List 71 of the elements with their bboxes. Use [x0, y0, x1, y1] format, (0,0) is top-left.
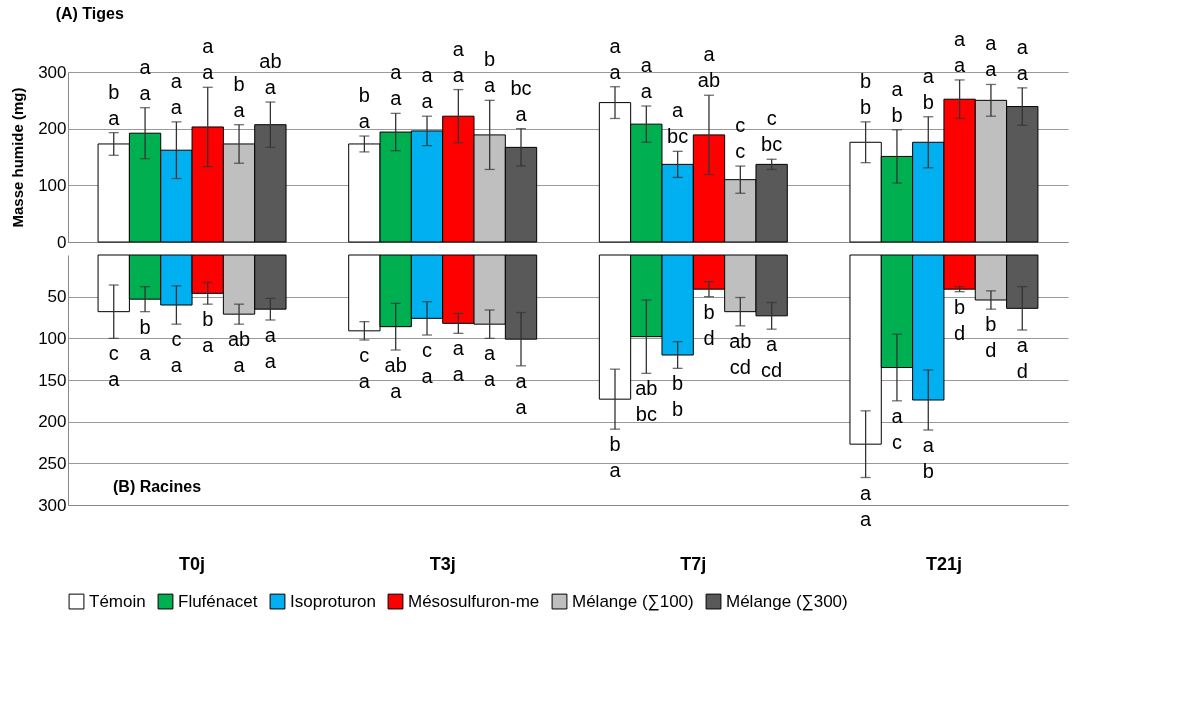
data-label: b a [233, 72, 246, 121]
data-label: a a [985, 32, 998, 81]
chart-title: (A) Tiges [55, 4, 124, 22]
data-label: a a [421, 64, 434, 113]
legend-label: Mésosulfuron-me [408, 591, 540, 611]
data-label: b a [609, 433, 622, 482]
legend-label: Flufénacet [178, 591, 258, 611]
data-label: c bc [761, 107, 783, 156]
x-tick-label: T3j [429, 553, 456, 574]
y-tick-label: 150 [38, 370, 67, 390]
data-label: a a [640, 54, 653, 102]
data-label: a bc [667, 99, 689, 148]
data-label: b a [108, 80, 121, 129]
data-label: a a [452, 337, 465, 386]
y-tick-label: 50 [47, 287, 67, 307]
data-label: a a [860, 481, 873, 530]
data-label: b a [139, 315, 152, 364]
y-tick-label: 300 [38, 62, 67, 82]
data-label: a a [139, 55, 152, 104]
data-label: a a [170, 69, 183, 118]
y-tick-label: 300 [38, 495, 67, 515]
data-label: a a [954, 27, 967, 76]
data-label: ab a [227, 328, 251, 377]
data-label: a a [202, 35, 215, 84]
data-label: bc a [510, 76, 532, 125]
data-label: a b [922, 434, 935, 482]
data-label: a c [891, 404, 904, 453]
data-label: a a [264, 324, 277, 372]
data-label: a cd [761, 333, 783, 382]
y-tick-label: 0 [57, 232, 67, 252]
data-label: b a [484, 48, 497, 97]
legend-label: Mélange (∑100) [572, 591, 694, 611]
data-label: a d [1016, 334, 1029, 382]
data-label: a a [390, 61, 403, 110]
data-label: a ab [697, 43, 721, 92]
legend-label: Mélange (∑300) [726, 591, 848, 611]
x-tick-label: T0j [179, 553, 206, 574]
y-tick-label: 250 [38, 453, 67, 473]
y-axis-title: Masse humide (mg) [9, 87, 27, 228]
data-label: b d [954, 295, 966, 344]
y-tick-label: 100 [38, 175, 67, 195]
data-label: ab bc [635, 377, 658, 426]
data-label: b a [202, 308, 215, 357]
x-tick-label: T21j [925, 553, 962, 574]
data-label: c a [358, 344, 371, 392]
legend-label: Témoin [89, 591, 146, 611]
data-label: a a [452, 37, 465, 86]
data-label: b d [703, 300, 715, 349]
data-label: a a [1016, 35, 1029, 84]
data-label: b b [672, 372, 684, 421]
data-label: c a [170, 328, 183, 377]
data-label: ab a [259, 50, 282, 99]
y-tick-label: 200 [38, 119, 67, 139]
data-label: c a [108, 342, 121, 391]
text: (B) Racines [113, 478, 202, 495]
legend-label: Isoproturon [290, 591, 376, 611]
data-label: b a [358, 84, 371, 133]
data-label: b d [985, 313, 997, 362]
data-label: a b [891, 77, 904, 126]
y-tick-label: 100 [38, 328, 67, 348]
data-label: a a [515, 369, 528, 418]
data-label: c c [735, 114, 746, 163]
data-label: c a [421, 339, 434, 387]
data-label: ab cd [729, 329, 752, 378]
data-label: b b [860, 69, 872, 118]
data-label: a b [922, 64, 935, 113]
x-tick-label: T7j [680, 553, 707, 574]
y-tick-label: 200 [38, 412, 67, 432]
data-label: a a [609, 34, 622, 83]
data-label: ab a [384, 354, 407, 402]
data-label: a a [484, 342, 497, 391]
